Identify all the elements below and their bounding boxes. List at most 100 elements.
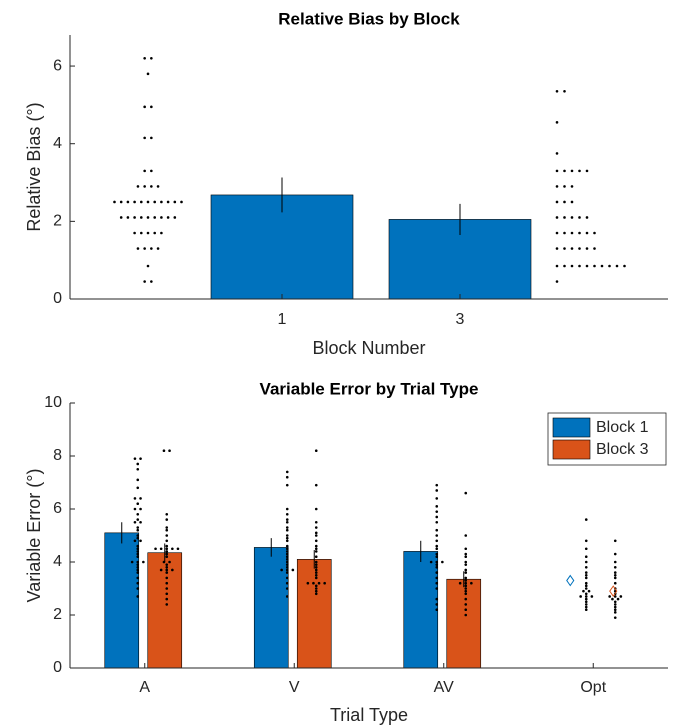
data-dot [165,544,169,548]
data-dot [563,264,566,268]
data-dot [136,518,140,521]
data-dot [578,216,581,219]
data-dot [136,581,140,585]
data-dot [613,611,617,614]
data-dot [285,539,289,543]
data-dot [139,539,142,543]
data-dot [585,169,589,173]
data-dot [464,547,468,551]
data-dot [165,592,169,596]
data-dot [584,584,588,588]
data-dot [143,56,146,60]
data-dot [150,105,153,109]
data-dot [136,526,140,529]
data-dot [285,526,289,529]
data-dot [285,520,289,524]
data-dot [613,616,617,619]
data-dot [584,571,588,574]
data-dot [435,497,439,500]
data-dot [150,169,153,173]
data-dot [136,486,140,490]
data-dot [314,534,318,537]
data-dot [570,200,574,204]
data-dot [285,550,289,553]
data-dot [285,534,289,537]
data-dot [159,568,163,572]
data-dot [613,573,617,577]
data-dot [136,576,140,580]
data-dot [314,571,318,574]
data-dot [613,552,617,556]
data-dot [143,169,146,173]
data-dot [555,169,559,173]
y-tick-label: 6 [53,57,62,74]
data-dot [136,534,140,537]
data-dot [136,566,140,569]
data-dot [584,576,588,580]
data-dot [464,555,468,558]
data-dot [165,563,169,566]
data-dot [464,534,468,537]
data-dot [146,200,150,204]
data-dot [140,216,143,219]
data-dot [619,595,623,598]
data-dot [165,552,169,556]
data-dot [435,528,439,532]
data-dot [435,608,439,611]
data-dot [555,247,559,250]
data-dot [143,105,146,109]
data-dot [584,600,588,604]
data-dot [314,547,318,551]
data-dot [435,534,439,537]
data-dot [136,547,140,551]
data-dot [136,247,140,250]
data-dot [613,581,617,585]
data-dot [140,231,143,235]
data-dot [136,478,140,482]
data-dot [146,264,150,268]
data-dot [153,216,156,219]
data-dot [285,563,289,566]
data-dot [133,231,136,235]
x-tick-label: A [139,679,150,696]
data-dot [584,539,588,543]
data-dot [285,555,289,558]
data-dot [570,264,574,268]
data-dot [150,247,153,250]
y-tick-label: 4 [53,553,62,570]
data-dot [285,560,289,564]
data-dot [435,505,439,508]
data-dot [441,560,444,564]
data-dot [578,264,581,268]
data-dot [165,534,169,537]
data-dot [587,589,591,593]
data-dot [464,587,468,590]
data-dot [153,200,156,204]
legend-label: Block 1 [596,419,649,436]
data-dot [579,595,582,598]
data-dot [584,597,588,601]
data-dot [136,536,140,540]
data-dot [165,550,169,553]
data-dot [139,507,142,511]
data-dot [291,568,295,572]
data-dot [314,584,318,588]
data-dot [435,571,439,574]
data-dot [285,552,289,556]
data-dot [578,231,581,235]
data-dot [314,520,318,524]
data-dot [136,560,140,564]
bar [253,547,289,669]
data-dot [168,560,171,564]
data-dot [584,605,588,609]
bar [446,578,482,669]
data-dot [613,571,617,574]
data-dot [150,136,153,140]
data-dot [133,539,137,543]
data-dot [314,550,318,553]
data-dot [143,280,146,283]
data-dot [171,568,174,572]
data-dot [584,566,588,569]
data-dot [584,608,588,611]
y-tick-label: 4 [53,135,62,152]
